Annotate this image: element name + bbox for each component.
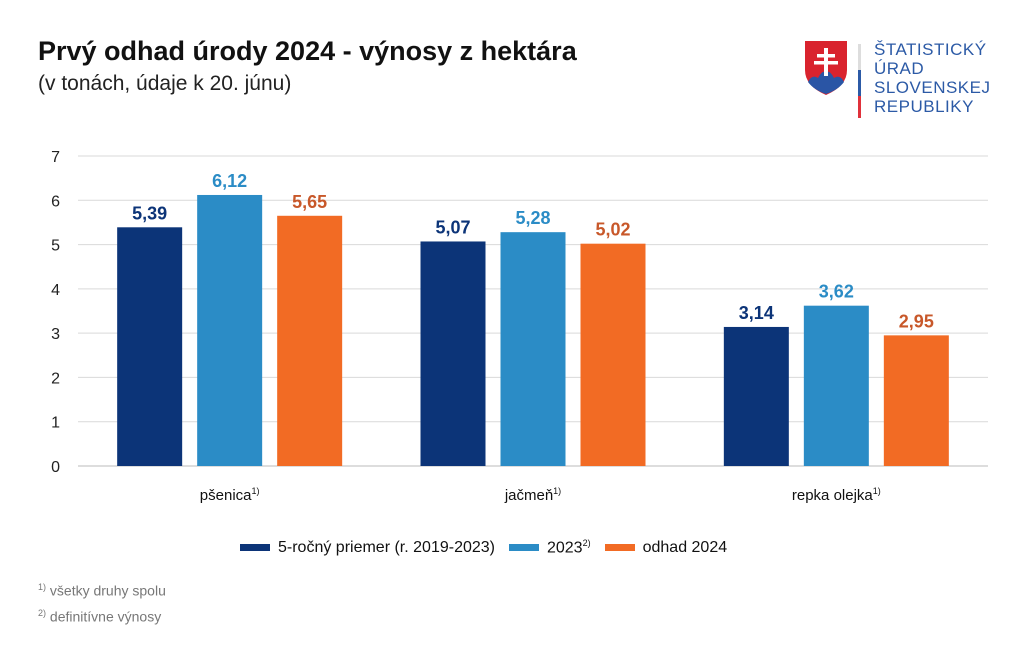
- bar: [803, 305, 869, 466]
- category-sup: 1): [252, 486, 260, 496]
- logo-line-2: ÚRAD: [874, 59, 925, 78]
- category-sup: 1): [873, 486, 881, 496]
- chart-subtitle: (v tonách, údaje k 20. júnu): [38, 72, 292, 95]
- legend-item-2023: 20232): [508, 538, 591, 557]
- category-sup: 1): [553, 486, 561, 496]
- x-category-label: pšenica1): [200, 486, 260, 504]
- y-tick-label: 6: [51, 193, 60, 210]
- footnote-sup: 1): [38, 582, 47, 592]
- y-tick-label: 3: [51, 326, 60, 343]
- bar: [580, 243, 646, 466]
- legend-swatch: [240, 544, 270, 552]
- bar: [883, 335, 949, 466]
- data-label: 5,65: [292, 192, 327, 212]
- logo-line-3: SLOVENSKEJ: [874, 78, 991, 97]
- data-label: 5,28: [515, 208, 550, 228]
- y-tick-label: 4: [51, 282, 60, 299]
- bar: [117, 227, 183, 466]
- legend-label: 5-ročný priemer (r. 2019-2023): [278, 538, 495, 556]
- data-label: 5,07: [435, 217, 470, 237]
- footnotes: 1) všetky druhy spolu 2) definitívne výn…: [38, 576, 166, 627]
- logo-text: ŠTATISTICKÝ ÚRAD SLOVENSKEJ REPUBLIKY: [874, 40, 991, 116]
- footnote-1: 1) všetky druhy spolu: [38, 576, 166, 602]
- data-label: 2,95: [899, 311, 934, 331]
- logo-divider: [858, 44, 861, 118]
- y-tick-label: 7: [51, 149, 60, 166]
- legend-sup: 2): [582, 538, 591, 548]
- legend-label: odhad 2024: [642, 538, 728, 556]
- legend-item-estimate-2024: odhad 2024: [604, 538, 728, 557]
- y-tick-label: 2: [51, 370, 60, 387]
- footnote-2: 2) definitívne výnosy: [38, 602, 166, 628]
- chart-title: Prvý odhad úrody 2024 - výnosy z hektára: [38, 36, 577, 66]
- bar: [500, 232, 566, 466]
- data-label: 3,14: [739, 303, 774, 323]
- x-category-label: jačmeň1): [504, 486, 561, 504]
- bar: [723, 326, 789, 466]
- footnote-sup: 2): [38, 607, 47, 618]
- bar-chart: 0 1 2 3 4 5 6 7 5,39 6,12 5,65 pšenica1) 5,07 5,28 5,0…: [51, 149, 988, 504]
- legend-label: 2023: [546, 539, 583, 557]
- legend-swatch: [508, 544, 539, 552]
- footnote-text: všetky druhy spolu: [49, 582, 166, 599]
- footnote-text: definitívne výnosy: [49, 608, 162, 625]
- logo-line-4: REPUBLIKY: [874, 97, 974, 116]
- y-tick-label: 0: [51, 459, 60, 476]
- data-label: 6,12: [212, 171, 247, 191]
- legend-item-5yr-average: 5-ročný priemer (r. 2019-2023): [240, 539, 495, 557]
- y-tick-label: 1: [51, 415, 60, 432]
- bar: [197, 194, 263, 466]
- bar: [420, 241, 486, 466]
- x-category-label: repka olejka1): [792, 486, 881, 504]
- bar: [277, 215, 343, 466]
- y-tick-label: 5: [51, 238, 60, 255]
- legend: 5-ročný priemer (r. 2019-2023) 20232) od…: [240, 538, 727, 557]
- legend-swatch: [604, 544, 635, 552]
- data-label: 5,39: [132, 203, 167, 223]
- data-label: 5,02: [595, 220, 630, 240]
- logo-line-1: ŠTATISTICKÝ: [874, 40, 987, 59]
- data-label: 3,62: [819, 282, 854, 302]
- slovak-coat-of-arms-logo: [805, 41, 847, 95]
